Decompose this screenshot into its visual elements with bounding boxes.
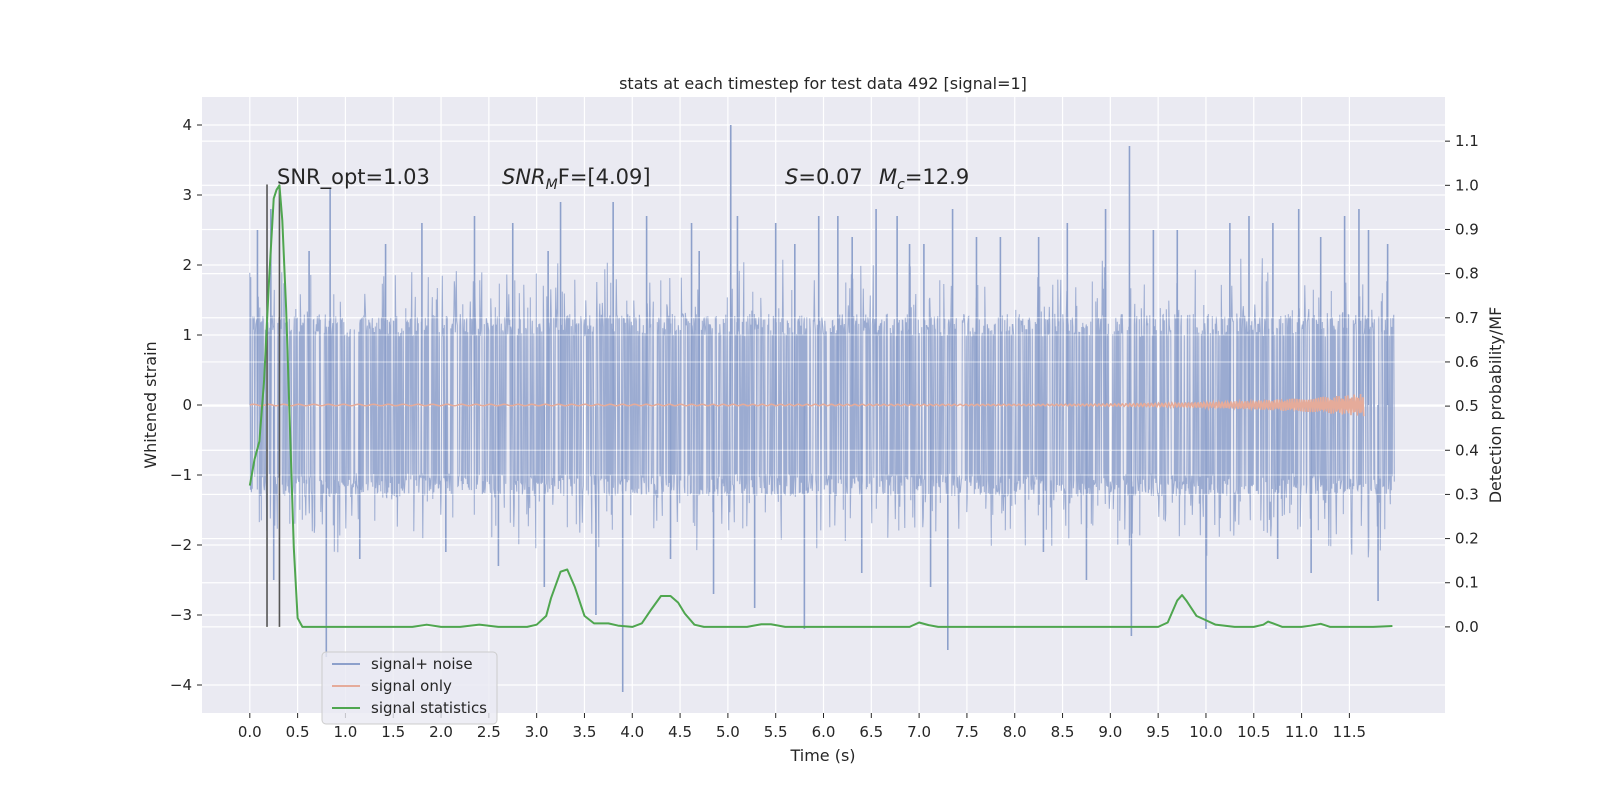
y-tick-label-1: −3 bbox=[170, 606, 192, 624]
x-tick-label-8: 4.0 bbox=[620, 723, 644, 741]
y-tick-label-8: 4 bbox=[182, 116, 192, 134]
y-tick-label-2: −2 bbox=[170, 536, 192, 554]
series-signal-statistics bbox=[248, 184, 1393, 628]
y-right-tick-label-10: 1.0 bbox=[1455, 176, 1479, 194]
x-axis: 0.0 0.5 1.0 1.5 2.0 2.5 3.0 3.5 4.0 4.5 5.0 5.5 6.0 6… bbox=[238, 713, 1366, 741]
y-axis-right: 0.0 0.1 0.2 0.3 0.4 0.5 0.6 0.7 0.8 0.9 1.0 1.1 bbox=[1445, 132, 1479, 636]
x-tick-label-19: 9.5 bbox=[1146, 723, 1170, 741]
y-tick-label-3: −1 bbox=[170, 466, 192, 484]
y-tick-label-6: 2 bbox=[182, 256, 192, 274]
x-tick-label-0: 0.0 bbox=[238, 723, 262, 741]
x-tick-label-18: 9.0 bbox=[1098, 723, 1122, 741]
x-tick-label-6: 3.0 bbox=[525, 723, 549, 741]
x-tick-label-9: 4.5 bbox=[668, 723, 692, 741]
y-right-tick-label-4: 0.4 bbox=[1455, 441, 1479, 459]
x-tick-label-11: 5.5 bbox=[764, 723, 788, 741]
y-axis-left: −4 −3 −2 −1 0 1 2 3 4 bbox=[170, 116, 202, 694]
x-tick-label-1: 0.5 bbox=[286, 723, 310, 741]
y-right-tick-label-1: 0.1 bbox=[1455, 574, 1479, 592]
y-axis-label-right: Detection probability/MF bbox=[1486, 307, 1505, 504]
y-right-tick-label-3: 0.3 bbox=[1455, 485, 1479, 503]
legend-label-signal-only: signal only bbox=[371, 677, 452, 695]
chirp-trace bbox=[249, 394, 1365, 417]
x-tick-label-12: 6.0 bbox=[812, 723, 836, 741]
x-tick-label-22: 11.0 bbox=[1285, 723, 1318, 741]
x-tick-label-16: 8.0 bbox=[1003, 723, 1027, 741]
x-tick-label-10: 5.0 bbox=[716, 723, 740, 741]
x-tick-label-20: 10.0 bbox=[1189, 723, 1222, 741]
x-tick-label-7: 3.5 bbox=[573, 723, 597, 741]
y-right-tick-label-2: 0.2 bbox=[1455, 530, 1479, 548]
y-right-tick-label-6: 0.6 bbox=[1455, 353, 1479, 371]
annotations: SNR_opt=1.03 SNRMF=[4.09] S=0.07 Mc=12.9 bbox=[277, 165, 969, 193]
legend-box bbox=[321, 651, 498, 725]
legend-label-signal-noise: signal+ noise bbox=[371, 655, 473, 673]
y-tick-label-4: 0 bbox=[182, 396, 192, 414]
x-tick-label-13: 6.5 bbox=[859, 723, 883, 741]
y-right-tick-label-9: 0.9 bbox=[1455, 220, 1479, 238]
series-signal-noise bbox=[202, 125, 1445, 692]
y-tick-label-5: 1 bbox=[182, 326, 192, 344]
x-tick-label-5: 2.5 bbox=[477, 723, 501, 741]
x-tick-label-3: 1.5 bbox=[381, 723, 405, 741]
y-right-tick-label-7: 0.7 bbox=[1455, 309, 1479, 327]
legend-label-signal-statistics: signal statistics bbox=[371, 699, 487, 717]
x-tick-label-21: 10.5 bbox=[1237, 723, 1270, 741]
y-tick-label-7: 3 bbox=[182, 186, 192, 204]
x-tick-label-2: 1.0 bbox=[333, 723, 357, 741]
annotation-2: S=0.07 bbox=[785, 165, 863, 189]
series-signal-only bbox=[249, 394, 1365, 417]
y-right-tick-label-11: 1.1 bbox=[1455, 132, 1479, 150]
y-axis-label-left: Whitened strain bbox=[141, 341, 160, 468]
x-tick-label-23: 11.5 bbox=[1333, 723, 1366, 741]
legend: signal+ noise signal only signal statist… bbox=[321, 651, 498, 725]
annotation-1: SNRMF=[4.09] bbox=[502, 165, 651, 193]
x-tick-label-15: 7.5 bbox=[955, 723, 979, 741]
y-right-tick-label-8: 0.8 bbox=[1455, 265, 1479, 283]
annotation-3: Mc=12.9 bbox=[879, 165, 969, 193]
chart-title: stats at each timestep for test data 492… bbox=[619, 74, 1027, 93]
x-tick-label-17: 8.5 bbox=[1051, 723, 1075, 741]
x-tick-label-14: 7.0 bbox=[907, 723, 931, 741]
y-tick-label-0: −4 bbox=[170, 676, 192, 694]
y-right-tick-label-0: 0.0 bbox=[1455, 618, 1479, 636]
annotation-0: SNR_opt=1.03 bbox=[277, 165, 430, 190]
x-axis-label: Time (s) bbox=[789, 746, 855, 765]
vertical-markers bbox=[266, 184, 281, 627]
statistics-trace bbox=[248, 184, 1393, 628]
y-right-tick-label-5: 0.5 bbox=[1455, 397, 1479, 415]
x-tick-label-4: 2.0 bbox=[429, 723, 453, 741]
